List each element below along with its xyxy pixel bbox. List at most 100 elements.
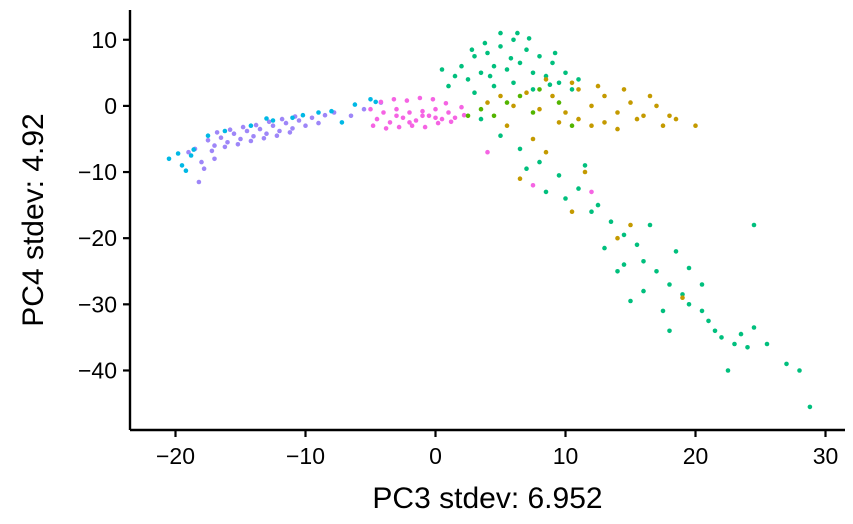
data-point xyxy=(511,80,516,86)
data-point xyxy=(439,116,445,122)
data-point xyxy=(556,80,562,86)
data-point xyxy=(621,262,627,267)
data-point xyxy=(537,87,542,92)
data-point xyxy=(329,108,334,114)
data-point xyxy=(589,189,594,195)
data-point xyxy=(472,90,477,95)
data-point xyxy=(556,100,562,105)
data-point xyxy=(556,173,562,178)
data-point xyxy=(641,288,646,294)
data-point xyxy=(537,159,542,165)
data-point xyxy=(212,156,217,162)
data-point xyxy=(222,128,228,134)
data-point xyxy=(719,335,724,340)
data-point xyxy=(582,169,588,175)
data-point xyxy=(628,298,633,304)
data-point xyxy=(543,189,549,195)
data-point xyxy=(469,47,475,52)
data-point xyxy=(491,63,497,69)
data-point xyxy=(547,82,553,87)
data-point xyxy=(478,70,484,76)
data-point xyxy=(407,120,412,125)
data-point xyxy=(266,119,272,125)
data-point xyxy=(751,325,757,330)
data-point xyxy=(764,341,770,347)
data-point xyxy=(667,282,672,287)
data-point xyxy=(680,295,685,301)
data-point xyxy=(290,126,295,131)
data-point xyxy=(537,54,542,59)
data-point xyxy=(205,133,211,138)
y-tick-label: −30 xyxy=(78,291,117,317)
data-point xyxy=(751,222,757,228)
data-point xyxy=(595,83,601,89)
data-point xyxy=(452,115,458,121)
data-point xyxy=(485,100,490,105)
data-point xyxy=(641,259,646,264)
data-point xyxy=(374,116,380,122)
data-point xyxy=(175,151,181,156)
data-point xyxy=(196,179,202,185)
data-point xyxy=(738,331,744,337)
data-point xyxy=(550,93,555,99)
data-point xyxy=(706,318,711,324)
x-tick-label: 20 xyxy=(683,443,709,469)
point-series xyxy=(186,100,384,185)
y-axis-title: PC4 stdev: 4.92 xyxy=(17,113,50,326)
data-point xyxy=(238,136,243,142)
data-point xyxy=(407,110,412,115)
x-tick-label: 30 xyxy=(813,443,839,469)
data-point xyxy=(370,123,376,128)
y-tick-label: −40 xyxy=(78,357,117,383)
data-point xyxy=(576,77,581,82)
data-point xyxy=(504,100,510,105)
data-point xyxy=(621,87,627,92)
data-point xyxy=(368,97,373,102)
data-point xyxy=(413,118,419,123)
data-point xyxy=(784,361,789,367)
data-point xyxy=(615,126,620,132)
data-point xyxy=(511,37,516,43)
data-point xyxy=(530,136,536,142)
data-point xyxy=(391,97,397,102)
data-point xyxy=(524,166,529,171)
data-point xyxy=(680,292,685,297)
data-point xyxy=(279,116,285,122)
data-point xyxy=(550,60,555,66)
data-point xyxy=(530,110,536,115)
data-point xyxy=(290,115,295,121)
data-point xyxy=(628,100,633,105)
data-point xyxy=(378,99,384,105)
data-point xyxy=(628,222,633,228)
y-tick-label: −10 xyxy=(78,159,117,185)
x-axis-title: PC3 stdev: 6.952 xyxy=(372,482,602,515)
data-point xyxy=(686,302,692,307)
data-point xyxy=(498,30,503,36)
data-point xyxy=(699,308,705,314)
data-point xyxy=(615,269,620,274)
data-point xyxy=(498,93,503,99)
data-point xyxy=(459,63,464,69)
data-point xyxy=(686,265,692,271)
y-axis-ticks: 10 0 −10 −20 −30 −40 xyxy=(78,27,130,383)
data-point xyxy=(300,112,306,118)
data-point xyxy=(309,115,315,121)
data-point xyxy=(417,95,423,101)
data-point xyxy=(227,127,233,132)
points-layer xyxy=(166,30,813,410)
data-point xyxy=(465,77,471,82)
data-point xyxy=(387,120,393,125)
data-point xyxy=(461,112,467,118)
data-point xyxy=(264,116,269,121)
data-point xyxy=(660,308,666,314)
data-point xyxy=(654,269,659,274)
data-point xyxy=(435,120,441,126)
data-point xyxy=(563,196,568,201)
data-point xyxy=(303,123,308,128)
data-point xyxy=(361,106,367,112)
data-point xyxy=(409,123,415,128)
point-series xyxy=(166,97,379,173)
data-point xyxy=(634,116,640,122)
x-tick-label: 10 xyxy=(553,443,579,469)
data-point xyxy=(797,368,802,373)
